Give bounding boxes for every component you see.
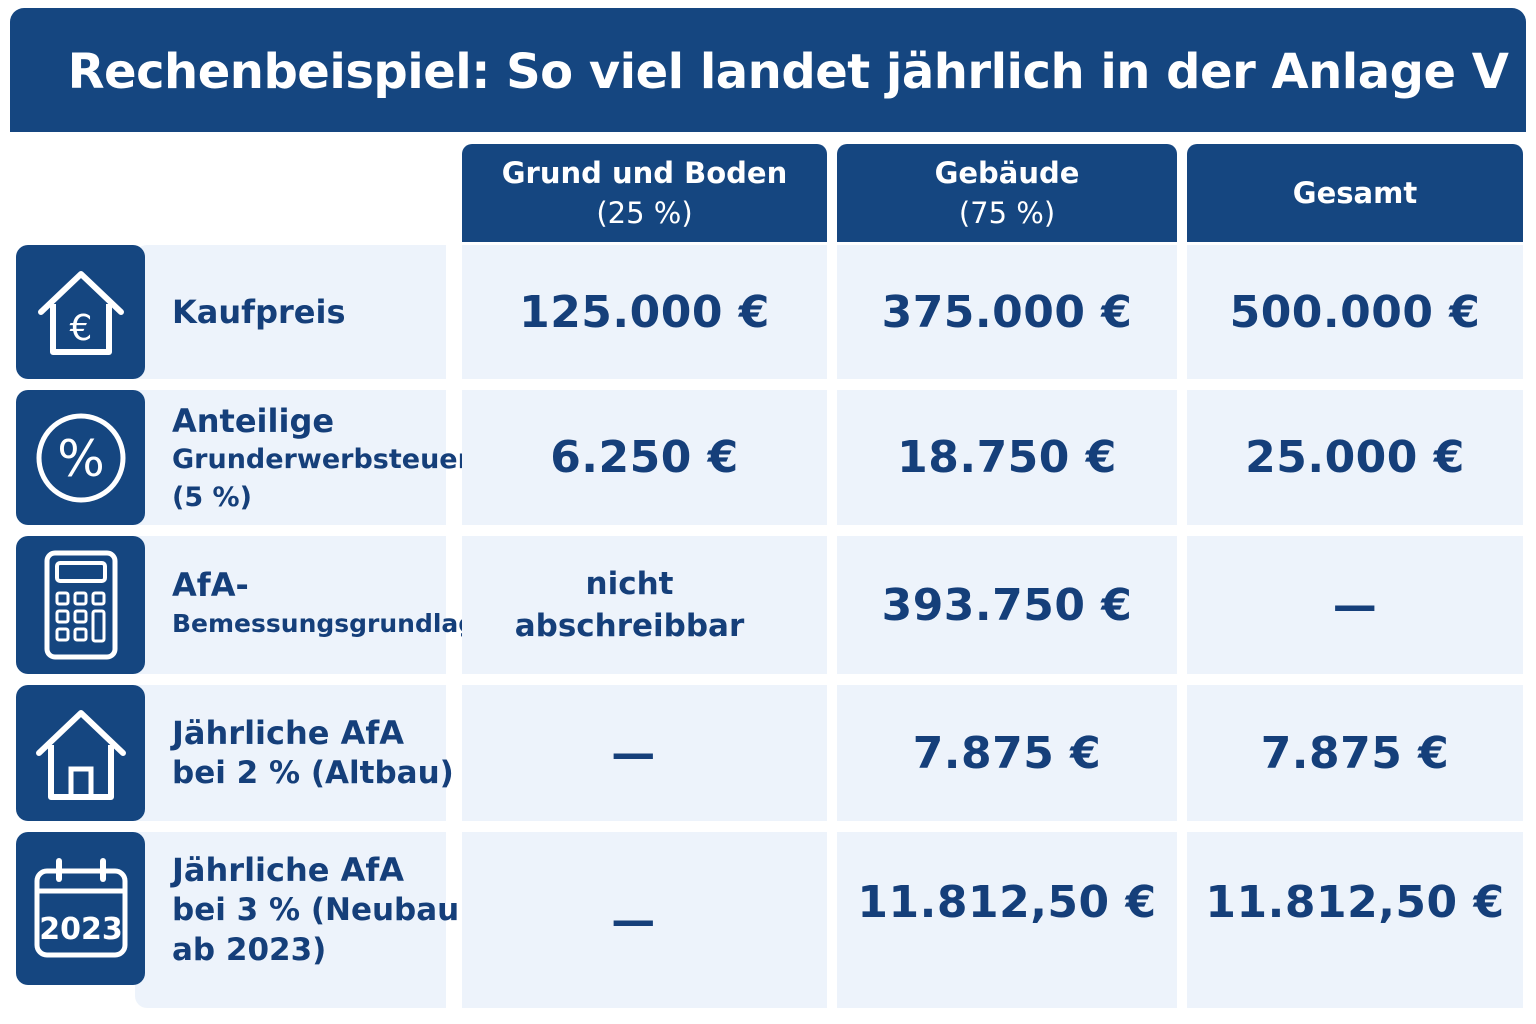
column-header-building-label: Gebäude [934,156,1080,190]
value-afa-altbau-total: 7.875 € [1187,685,1523,821]
row-kaufpreis-label: Kaufpreis [172,293,346,331]
value-bemessungsgrundlage-building: 393.750 € [837,536,1177,674]
row-bemessungsgrundlage-label: AfA- Bemessungsgrundlage [172,566,494,638]
row-grunderwerbsteuer-label: Anteilige Grunderwerbsteuer (5 %) [172,402,471,513]
value-bemessungsgrundlage-total: — [1187,536,1523,674]
calendar-icon: 2023 [16,832,145,985]
value-kaufpreis-land: 125.000 € [462,245,827,379]
value-kaufpreis-building: 375.000 € [837,245,1177,379]
column-header-land: Grund und Boden (25 %) [462,144,827,242]
house-euro-icon: € [16,245,145,379]
row-afa-neubau-label: Jährliche AfA bei 3 % (Neubau ab 2023) [172,851,460,968]
row-bemessungsgrundlage-label-cell [135,536,446,674]
value-afa-altbau-land: — [462,685,827,821]
svg-text:€: € [69,308,92,349]
value-afa-altbau-building: 7.875 € [837,685,1177,821]
page-title: Rechenbeispiel: So viel landet jährlich … [67,44,1509,100]
row-afa-neubau-label-cell [135,832,446,1008]
percent-icon: % [16,390,145,525]
row-afa-altbau-label: Jährliche AfA bei 2 % (Altbau) [172,714,454,791]
value-kaufpreis-total: 500.000 € [1187,245,1523,379]
row-afa-altbau-label-cell [135,685,446,821]
column-header-land-share: (25 %) [596,196,693,230]
value-grunderwerbsteuer-building: 18.750 € [837,390,1177,525]
value-afa-neubau-land: — [462,832,827,1008]
svg-text:%: % [57,430,105,488]
column-header-total: Gesamt [1187,144,1523,242]
value-afa-neubau-building: 11.812,50 € [837,832,1177,1008]
column-header-land-label: Grund und Boden [501,156,788,190]
title-bar: Rechenbeispiel: So viel landet jährlich … [10,8,1526,132]
row-grunderwerbsteuer-label-cell [135,390,446,525]
value-grunderwerbsteuer-land: 6.250 € [462,390,827,525]
column-header-building-share: (75 %) [958,196,1056,230]
value-grunderwerbsteuer-total: 25.000 € [1187,390,1523,525]
house-icon [16,685,145,821]
calculator-icon [16,536,145,674]
row-kaufpreis-label-cell [135,245,446,379]
value-bemessungsgrundlage-land: nicht abschreibbar [462,536,827,674]
column-header-total-label: Gesamt [1292,176,1418,210]
calendar-year-text: 2023 [39,912,123,947]
column-header-building: Gebäude (75 %) [837,144,1177,242]
value-afa-neubau-total: 11.812,50 € [1187,832,1523,1008]
